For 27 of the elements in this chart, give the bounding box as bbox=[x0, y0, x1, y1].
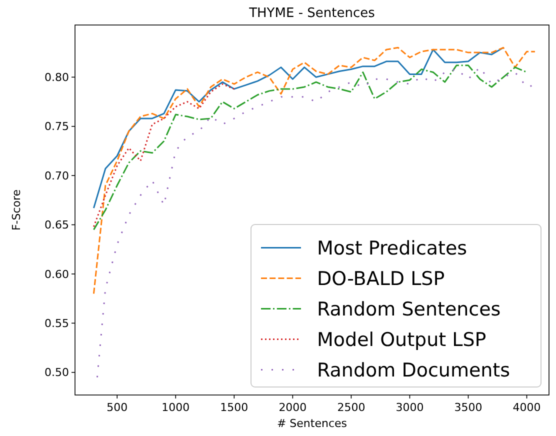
line-series bbox=[92, 64, 528, 230]
x-tick-label: 2500 bbox=[337, 401, 366, 414]
legend-label: Model Output LSP bbox=[317, 328, 486, 351]
x-axis-title: # Sentences bbox=[276, 417, 348, 430]
y-tick-label: 0.70 bbox=[44, 169, 69, 182]
legend-label: Random Sentences bbox=[317, 298, 501, 320]
x-tick-label: 2000 bbox=[278, 401, 307, 414]
legend-label: DO-BALD LSP bbox=[317, 268, 445, 290]
line-series bbox=[92, 83, 235, 228]
legend-label: Random Documents bbox=[317, 359, 510, 382]
y-tick-label: 0.60 bbox=[44, 268, 69, 281]
y-tick-label: 0.55 bbox=[44, 317, 69, 330]
x-tick-label: 1500 bbox=[220, 401, 248, 414]
line-series bbox=[92, 46, 504, 209]
x-tick-label: 3500 bbox=[454, 401, 482, 414]
x-tick-label: 4000 bbox=[512, 401, 541, 414]
x-tick-label: 500 bbox=[106, 401, 128, 414]
y-tick-label: 0.75 bbox=[44, 120, 69, 134]
y-tick-label: 0.80 bbox=[44, 71, 69, 84]
y-tick-label: 0.65 bbox=[44, 218, 69, 232]
y-tick-label: 0.50 bbox=[44, 366, 69, 380]
chart-title: THYME - Sentences bbox=[248, 6, 376, 21]
line-series bbox=[92, 46, 536, 294]
legend-label: Most Predicates bbox=[317, 237, 468, 260]
x-tick-label: 3000 bbox=[396, 401, 424, 414]
x-tick-label: 1000 bbox=[162, 401, 190, 414]
y-axis-title: F-Score bbox=[10, 189, 23, 231]
